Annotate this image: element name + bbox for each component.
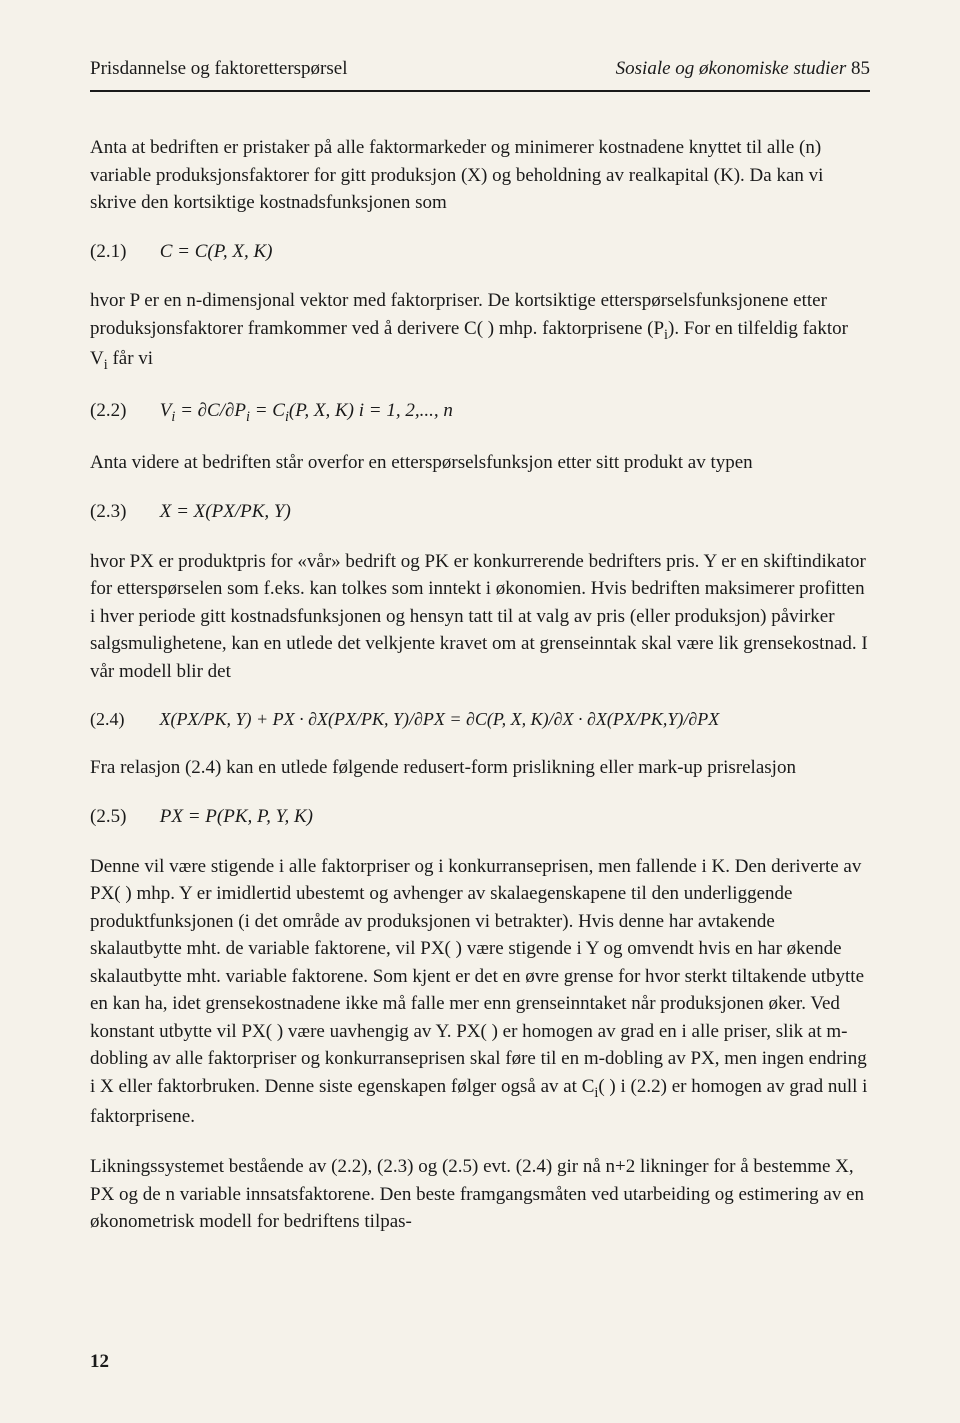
page-header: Prisdannelse og faktoretterspørsel Sosia…: [90, 58, 870, 92]
equation-2-4: (2.4) X(PX/PK, Y) + PX · ∂X(PX/PK, Y)/∂P…: [90, 707, 870, 732]
paragraph-5: Fra relasjon (2.4) kan en utlede følgend…: [90, 754, 870, 782]
text: Denne vil være stigende i alle faktorpri…: [90, 856, 867, 1097]
equation-2-2: (2.2) Vi = ∂C/∂Pi = Ci(P, X, K) i = 1, 2…: [90, 398, 870, 428]
eq-number: (2.4): [90, 707, 155, 732]
text: får vi: [108, 348, 153, 369]
header-issue: 85: [851, 58, 870, 79]
eq-number: (2.5): [90, 804, 155, 831]
paragraph-4: hvor PX er produktpris for «vår» bedrift…: [90, 548, 870, 686]
eq-body: X(PX/PK, Y) + PX · ∂X(PX/PK, Y)/∂PX = ∂C…: [160, 709, 720, 729]
paragraph-3: Anta videre at bedriften står overfor en…: [90, 449, 870, 477]
page-number: 12: [90, 1351, 109, 1373]
equation-2-1: (2.1) C = C(P, X, K): [90, 239, 870, 266]
equation-2-5: (2.5) PX = P(PK, P, Y, K): [90, 804, 870, 831]
paragraph-1: Anta at bedriften er pristaker på alle f…: [90, 134, 870, 217]
eq-number: (2.3): [90, 499, 155, 526]
paragraph-2: hvor P er en n-dimensjonal vektor med fa…: [90, 287, 870, 375]
paragraph-6: Denne vil være stigende i alle faktorpri…: [90, 853, 870, 1131]
eq-number: (2.1): [90, 239, 155, 266]
text: V: [160, 400, 172, 421]
eq-body: Vi = ∂C/∂Pi = Ci(P, X, K) i = 1, 2,..., …: [160, 400, 453, 421]
eq-number: (2.2): [90, 398, 155, 425]
eq-body: X = X(PX/PK, Y): [160, 501, 291, 522]
eq-body: PX = P(PK, P, Y, K): [160, 806, 313, 827]
eq-body: C = C(P, X, K): [160, 241, 273, 262]
header-series: Sosiale og økonomiske studier: [616, 58, 851, 79]
text: = C: [250, 400, 285, 421]
paragraph-7: Likningssystemet bestående av (2.2), (2.…: [90, 1153, 870, 1236]
equation-2-3: (2.3) X = X(PX/PK, Y): [90, 499, 870, 526]
header-left: Prisdannelse og faktoretterspørsel: [90, 58, 347, 80]
text: = ∂C/∂P: [175, 400, 246, 421]
header-right: Sosiale og økonomiske studier 85: [616, 58, 870, 80]
text: (P, X, K) i = 1, 2,..., n: [289, 400, 453, 421]
